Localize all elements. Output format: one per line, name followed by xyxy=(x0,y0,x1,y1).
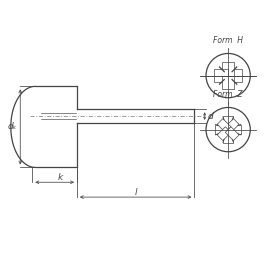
Polygon shape xyxy=(222,62,234,76)
Polygon shape xyxy=(228,69,242,82)
Polygon shape xyxy=(217,127,231,141)
Polygon shape xyxy=(225,119,239,132)
Text: k: k xyxy=(58,173,63,182)
Polygon shape xyxy=(214,69,228,82)
Text: Form  H: Form H xyxy=(213,36,243,45)
Polygon shape xyxy=(215,125,228,134)
Text: dₖ: dₖ xyxy=(8,122,18,131)
Polygon shape xyxy=(217,119,231,132)
Polygon shape xyxy=(223,130,233,143)
Text: l: l xyxy=(134,188,137,197)
Polygon shape xyxy=(223,116,233,130)
Polygon shape xyxy=(222,76,234,89)
Text: Form  Z: Form Z xyxy=(213,90,243,99)
Text: d: d xyxy=(208,112,214,121)
Polygon shape xyxy=(228,125,241,134)
Polygon shape xyxy=(225,127,239,141)
